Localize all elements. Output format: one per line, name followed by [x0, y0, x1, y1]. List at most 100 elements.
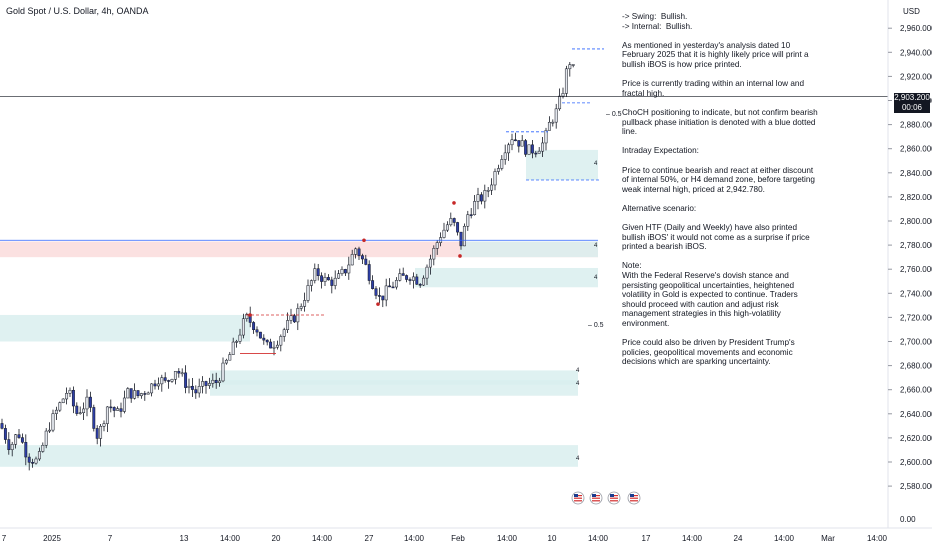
time-tick-label: 17	[642, 534, 651, 543]
price-tick-label: 2,640.000	[900, 410, 932, 419]
price-tick-label: 2,800.000	[900, 217, 932, 226]
time-tick-label: 10	[548, 534, 557, 543]
candle-body	[153, 383, 157, 387]
candle-body	[554, 108, 558, 123]
candle-body	[48, 429, 52, 432]
candle-body	[27, 456, 31, 463]
candle-body	[122, 397, 126, 412]
candle-body	[180, 372, 184, 375]
candlestick-series	[0, 62, 575, 471]
last-price-badge: 2,903.200 00:06	[894, 93, 930, 113]
candle-body	[422, 277, 426, 286]
note-paragraph: -> Swing: Bullish. -> Internal: Bullish.	[622, 12, 693, 31]
candle-body	[435, 242, 439, 249]
candle-body	[313, 268, 317, 281]
candle-body	[116, 408, 120, 411]
candle-body	[320, 275, 324, 282]
time-tick-label: 14:00	[774, 534, 795, 543]
candle-body	[330, 279, 334, 286]
candle-body	[350, 254, 354, 266]
time-tick-label: 14:00	[497, 534, 518, 543]
candle-body	[258, 331, 262, 339]
candle-body	[279, 336, 283, 346]
candle-body	[65, 393, 69, 400]
candle-body	[173, 371, 177, 380]
candle-body	[432, 248, 436, 260]
pivot-marker	[376, 302, 380, 306]
candle-body	[211, 379, 215, 384]
pivot-marker	[248, 313, 252, 317]
price-tick-label: 2,860.000	[900, 145, 932, 154]
zone-rect	[0, 314, 250, 342]
candle-body	[571, 64, 575, 66]
flag-stripe	[630, 497, 638, 499]
note-paragraph: Given HTF (Daily and Weekly) have also p…	[622, 223, 812, 252]
candle-body	[381, 295, 385, 301]
candle-body	[0, 423, 4, 429]
candle-body	[507, 144, 511, 154]
candle-body	[394, 280, 398, 288]
candle-body	[187, 385, 191, 388]
candle-body	[449, 218, 453, 226]
candle-body	[75, 405, 79, 414]
candle-body	[61, 398, 65, 403]
currency-label[interactable]: USD	[903, 7, 920, 16]
candle-body	[367, 264, 371, 281]
candle-body	[44, 430, 48, 446]
candle-body	[197, 386, 201, 394]
zone-label: 4	[576, 368, 580, 374]
candle-body	[109, 406, 113, 409]
candle-body	[7, 439, 11, 450]
candle-body	[544, 130, 548, 144]
economic-events[interactable]	[571, 491, 641, 505]
candle-body	[309, 280, 313, 286]
us-flag-icon[interactable]	[607, 491, 621, 505]
candle-body	[347, 264, 351, 274]
price-tick-label: 2,820.000	[900, 193, 932, 202]
pivot-marker	[362, 238, 366, 243]
candle-body	[156, 383, 160, 387]
candle-body	[493, 171, 497, 186]
us-flag-icon[interactable]	[589, 491, 603, 505]
time-tick-label: 13	[180, 534, 189, 543]
zone-label: 4	[576, 456, 580, 462]
candle-body	[31, 462, 35, 464]
candle-body	[41, 444, 45, 452]
candle-body	[34, 458, 38, 464]
candle-body	[143, 393, 147, 395]
candle-body	[561, 93, 565, 97]
candle-body	[71, 389, 75, 407]
candle-body	[547, 121, 551, 131]
us-flag-icon[interactable]	[571, 491, 585, 505]
demand-zones: 4 4 4 4 4 4	[0, 149, 598, 467]
candle-body	[340, 269, 344, 274]
candle-body	[456, 222, 460, 233]
time-tick-label: Feb	[451, 534, 465, 543]
candle-body	[204, 381, 208, 386]
candle-body	[262, 337, 266, 341]
candle-body	[558, 95, 562, 110]
candle-body	[190, 385, 194, 390]
flag-stripe	[630, 500, 638, 502]
zone-rect	[210, 380, 578, 396]
last-price-value: 2,903.200	[894, 93, 930, 102]
candle-body	[303, 300, 307, 307]
candle-body	[201, 381, 205, 387]
us-flag-icon[interactable]	[627, 491, 641, 505]
candle-body	[513, 139, 517, 142]
time-tick-label: 14:00	[312, 534, 333, 543]
candle-body	[133, 390, 137, 399]
time-tick-label: 14:00	[220, 534, 241, 543]
candle-body	[126, 388, 130, 399]
zone-label: 4	[576, 381, 580, 387]
candle-body	[530, 144, 534, 154]
symbol-title: Gold Spot / U.S. Dollar, 4h, OANDA	[6, 6, 149, 16]
candle-body	[388, 285, 392, 288]
candle-body	[24, 442, 28, 458]
candle-body	[411, 276, 415, 281]
candle-body	[88, 396, 92, 408]
zone-label: 4	[594, 275, 598, 281]
price-tick-label: 2,920.000	[900, 72, 932, 81]
price-tick-label: 2,720.000	[900, 313, 932, 322]
